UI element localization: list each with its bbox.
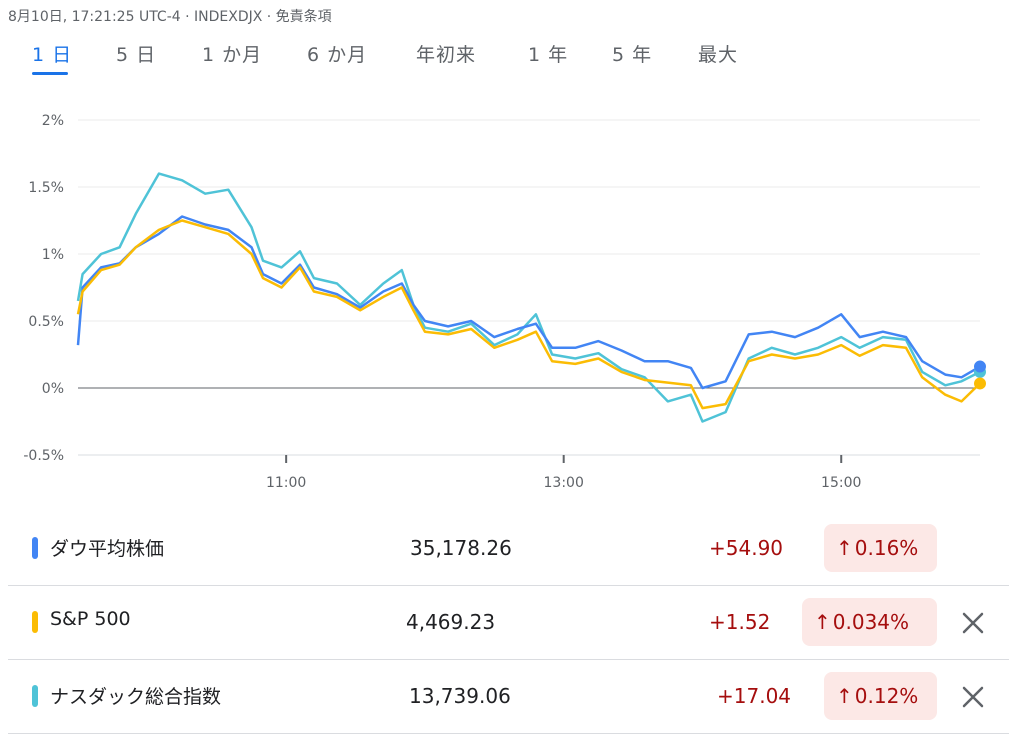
series-price: 35,178.26 bbox=[410, 536, 512, 560]
series-line-2 bbox=[76, 172, 981, 423]
series-endpoint-0 bbox=[974, 360, 986, 373]
close-icon[interactable] bbox=[958, 682, 988, 712]
legend-row-nasdaq[interactable]: ナスダック総合指数 13,739.06 +17.04 ↑ 0.12% bbox=[8, 660, 1009, 734]
y-tick-label: 0% bbox=[42, 381, 64, 397]
series-percent: 0.034% bbox=[832, 610, 910, 634]
series-color-swatch bbox=[32, 685, 38, 707]
tab-max[interactable]: 最大 bbox=[698, 44, 739, 66]
tab-ytd[interactable]: 年初来 bbox=[416, 44, 477, 66]
y-tick-label: 1% bbox=[42, 247, 64, 263]
tab-1-month[interactable]: 1 か月 bbox=[202, 44, 263, 66]
series-line-0 bbox=[76, 215, 981, 390]
legend-row-dow[interactable]: ダウ平均株価 35,178.26 +54.90 ↑ 0.16% bbox=[8, 512, 1009, 586]
time-range-tabs: 1 日 5 日 1 か月 6 か月 年初来 1 年 5 年 最大 bbox=[0, 40, 1027, 80]
series-endpoint-1 bbox=[974, 377, 986, 390]
active-tab-indicator bbox=[32, 72, 68, 75]
y-tick-label: 1.5% bbox=[28, 180, 64, 196]
arrow-up-icon: ↑ bbox=[836, 684, 853, 708]
series-color-swatch bbox=[32, 537, 38, 559]
series-price: 13,739.06 bbox=[409, 684, 511, 708]
x-tick-label: 15:00 bbox=[821, 475, 861, 491]
tab-1-day[interactable]: 1 日 bbox=[32, 44, 73, 66]
y-tick-label: 0.5% bbox=[28, 314, 64, 330]
chart-meta-info: 8月10日, 17:21:25 UTC-4 · INDEXDJX · 免責条項 bbox=[8, 9, 332, 25]
y-tick-label: -0.5% bbox=[23, 448, 64, 464]
comparison-legend: ダウ平均株価 35,178.26 +54.90 ↑ 0.16% S&P 500 4… bbox=[8, 512, 1009, 734]
close-icon[interactable] bbox=[958, 608, 988, 638]
series-percent-badge: ↑ 0.12% bbox=[824, 672, 937, 720]
series-price: 4,469.23 bbox=[406, 610, 496, 634]
tab-1-year[interactable]: 1 年 bbox=[528, 44, 569, 66]
series-change: +54.90 bbox=[709, 536, 784, 560]
x-tick-label: 13:00 bbox=[544, 475, 584, 491]
x-tick-label: 11:00 bbox=[266, 475, 306, 491]
price-chart[interactable]: 2% 1.5% 1% 0.5% 0% -0.5% 11:00 13:00 15:00 bbox=[0, 100, 1027, 500]
series-line-1 bbox=[76, 219, 981, 410]
series-percent: 0.12% bbox=[854, 684, 919, 708]
tab-6-month[interactable]: 6 か月 bbox=[307, 44, 368, 66]
tab-5-day[interactable]: 5 日 bbox=[116, 44, 157, 66]
arrow-up-icon: ↑ bbox=[814, 610, 831, 634]
legend-row-sp500[interactable]: S&P 500 4,469.23 +1.52 ↑ 0.034% bbox=[8, 586, 1009, 660]
series-change: +17.04 bbox=[717, 684, 792, 708]
series-percent-badge: ↑ 0.034% bbox=[802, 598, 937, 646]
series-percent-badge: ↑ 0.16% bbox=[824, 524, 937, 572]
y-tick-label: 2% bbox=[42, 113, 64, 129]
series-name: S&P 500 bbox=[50, 608, 131, 630]
tab-5-year[interactable]: 5 年 bbox=[612, 44, 653, 66]
arrow-up-icon: ↑ bbox=[836, 536, 853, 560]
series-change: +1.52 bbox=[709, 610, 771, 634]
series-color-swatch bbox=[32, 611, 38, 633]
series-percent: 0.16% bbox=[854, 536, 919, 560]
series-name: ダウ平均株価 bbox=[50, 538, 165, 560]
series-name: ナスダック総合指数 bbox=[50, 686, 222, 708]
